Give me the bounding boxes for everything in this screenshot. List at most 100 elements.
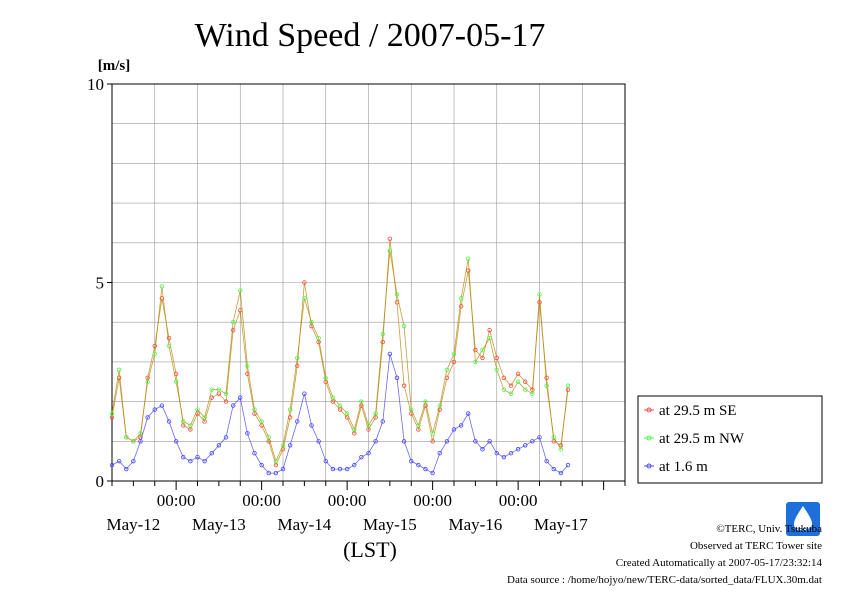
series-3 bbox=[109, 351, 571, 476]
data-point bbox=[537, 435, 542, 440]
data-point bbox=[195, 407, 200, 412]
x-tick-date-label: May-14 bbox=[277, 515, 331, 534]
x-tick-time-label: 00:00 bbox=[413, 491, 452, 510]
data-point bbox=[295, 363, 300, 369]
data-point bbox=[230, 320, 236, 325]
data-point bbox=[530, 439, 535, 444]
data-point bbox=[487, 327, 492, 333]
data-point bbox=[252, 451, 257, 456]
data-point bbox=[109, 411, 115, 416]
data-point bbox=[401, 383, 407, 388]
data-point bbox=[309, 320, 314, 325]
x-tick-date-label: May-13 bbox=[192, 515, 246, 534]
data-point bbox=[295, 355, 300, 361]
y-tick-label: 5 bbox=[96, 274, 105, 293]
data-point bbox=[565, 383, 571, 388]
data-point bbox=[494, 367, 499, 373]
data-point bbox=[245, 363, 250, 369]
data-point bbox=[166, 343, 172, 349]
data-point bbox=[316, 439, 321, 444]
data-point bbox=[209, 387, 214, 392]
x-tick-time-label: 00:00 bbox=[157, 491, 196, 510]
x-tick-date-label: May-16 bbox=[448, 515, 502, 534]
data-point bbox=[366, 423, 371, 428]
data-point bbox=[280, 466, 286, 472]
data-point bbox=[437, 451, 442, 456]
data-point bbox=[188, 423, 193, 428]
legend-label: at 1.6 m bbox=[659, 459, 708, 475]
data-point bbox=[501, 387, 507, 392]
data-point bbox=[330, 395, 336, 400]
y-tick-label: 10 bbox=[87, 75, 104, 94]
data-point bbox=[537, 292, 542, 297]
data-point bbox=[530, 391, 535, 396]
legend: at 29.5 m SE at 29.5 m NW at 1.6 m bbox=[637, 395, 823, 484]
x-tick-date-label: May-12 bbox=[106, 515, 160, 534]
legend-label: at 29.5 m NW bbox=[659, 431, 745, 447]
water-drop-icon bbox=[794, 506, 812, 531]
legend-items: at 29.5 m SE at 29.5 m NW at 1.6 m bbox=[644, 403, 745, 475]
data-point bbox=[508, 383, 514, 388]
x-axis-label: (LST) bbox=[343, 537, 397, 562]
legend-box bbox=[637, 395, 823, 484]
data-point bbox=[494, 355, 499, 361]
data-point bbox=[145, 379, 150, 384]
data-point bbox=[416, 423, 421, 428]
data-point bbox=[138, 431, 143, 436]
data-point bbox=[515, 447, 521, 452]
data-point bbox=[380, 339, 385, 345]
terc-logo: TERC bbox=[786, 502, 820, 536]
data-point bbox=[302, 296, 307, 301]
data-point bbox=[551, 466, 556, 472]
data-point bbox=[124, 466, 129, 472]
data-point bbox=[466, 256, 471, 261]
data-point bbox=[480, 447, 485, 452]
data-point bbox=[159, 403, 165, 408]
data-point bbox=[287, 407, 293, 412]
data-point bbox=[430, 470, 435, 476]
data-point bbox=[437, 403, 442, 408]
data-point bbox=[508, 451, 514, 456]
series-1 bbox=[109, 236, 571, 468]
data-point bbox=[173, 439, 179, 444]
data-point bbox=[359, 454, 364, 460]
data-point bbox=[245, 431, 250, 436]
data-point bbox=[116, 375, 122, 380]
x-tick-date-label: May-17 bbox=[534, 515, 588, 534]
data-point bbox=[273, 458, 279, 464]
data-point bbox=[316, 335, 321, 341]
data-point bbox=[344, 466, 350, 472]
data-point bbox=[273, 470, 279, 476]
series-2 bbox=[109, 248, 571, 464]
grid-lines bbox=[112, 84, 625, 481]
data-point bbox=[480, 347, 485, 353]
data-point bbox=[444, 439, 450, 444]
data-point bbox=[323, 375, 328, 380]
series-line bbox=[111, 353, 569, 474]
data-point bbox=[423, 466, 428, 472]
data-point bbox=[480, 355, 485, 361]
data-point bbox=[323, 458, 328, 464]
data-point bbox=[409, 407, 414, 412]
data-point bbox=[458, 296, 464, 301]
data-point bbox=[330, 466, 336, 472]
data-point bbox=[515, 371, 521, 377]
data-point bbox=[451, 351, 457, 357]
data-point bbox=[473, 359, 478, 365]
chart-title: Wind Speed / 2007-05-17 bbox=[195, 17, 546, 54]
data-point bbox=[537, 300, 542, 305]
data-point bbox=[523, 387, 528, 392]
data-point bbox=[401, 439, 407, 444]
data-point bbox=[309, 423, 314, 428]
data-point bbox=[259, 462, 264, 468]
footer-data-source: Data source : /home/hojyo/new/TERC-data/… bbox=[507, 574, 822, 586]
data-point bbox=[508, 391, 514, 396]
data-point bbox=[344, 411, 350, 416]
data-point bbox=[430, 431, 435, 436]
data-point bbox=[216, 443, 222, 448]
data-point bbox=[266, 470, 271, 476]
data-point bbox=[458, 304, 464, 309]
data-point bbox=[501, 375, 507, 380]
data-point bbox=[523, 443, 528, 448]
